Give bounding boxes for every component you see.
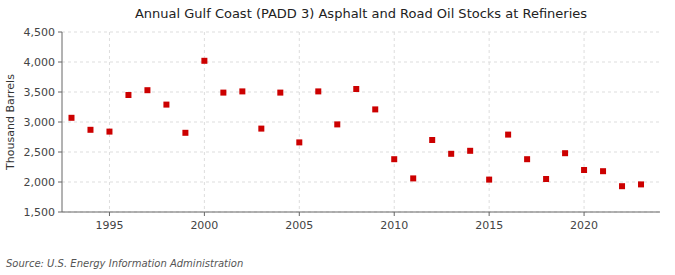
x-tick xyxy=(584,212,585,216)
point xyxy=(125,92,131,98)
title: Annual Gulf Coast (PADD 3) Asphalt and R… xyxy=(135,6,587,21)
point xyxy=(68,115,74,121)
x-tick xyxy=(109,212,110,216)
y-tick xyxy=(58,122,62,123)
point xyxy=(562,150,568,156)
x-tick-label: 2000 xyxy=(190,219,218,232)
point xyxy=(277,90,283,96)
x-grid-line xyxy=(394,32,395,212)
y-tick-label: 2,000 xyxy=(24,176,56,189)
y-grid-line xyxy=(62,92,660,93)
point xyxy=(372,106,378,112)
chart: Annual Gulf Coast (PADD 3) Asphalt and R… xyxy=(0,0,675,275)
x-tick xyxy=(204,212,205,216)
y-tick xyxy=(58,62,62,63)
x-tick-label: 2010 xyxy=(380,219,408,232)
point xyxy=(410,175,416,181)
x-tick-label: 2020 xyxy=(570,219,598,232)
x-tick xyxy=(394,212,395,216)
point xyxy=(391,156,397,162)
x-tick-label: 1995 xyxy=(95,219,123,232)
point xyxy=(467,148,473,154)
y-grid-line xyxy=(62,152,660,153)
point xyxy=(163,102,169,108)
grid xyxy=(62,32,660,212)
y-tick-label: 3,000 xyxy=(24,116,56,129)
chart-container: Annual Gulf Coast (PADD 3) Asphalt and R… xyxy=(0,0,675,275)
x-tick xyxy=(299,212,300,216)
y-grid-line xyxy=(62,62,660,63)
point xyxy=(258,126,264,132)
point xyxy=(220,90,226,96)
y-tick xyxy=(58,152,62,153)
point xyxy=(524,156,530,162)
y-tick xyxy=(58,212,62,213)
x-axis-line xyxy=(62,212,660,213)
y-tick xyxy=(58,182,62,183)
point xyxy=(144,87,150,93)
x-grid-line xyxy=(584,32,585,212)
data-points xyxy=(68,58,644,189)
point xyxy=(353,86,359,92)
point xyxy=(638,181,644,187)
point xyxy=(315,88,321,94)
y-grid-line xyxy=(62,212,660,213)
y-grid-line xyxy=(62,122,660,123)
x-grid-line xyxy=(299,32,300,212)
x-tick-label: 2005 xyxy=(285,219,313,232)
point xyxy=(600,168,606,174)
y-tick xyxy=(58,92,62,93)
y-tick-label: 4,000 xyxy=(24,56,56,69)
point xyxy=(87,127,93,133)
point xyxy=(334,121,340,127)
point xyxy=(296,139,302,145)
point xyxy=(619,183,625,189)
y-grid-line xyxy=(62,182,660,183)
point xyxy=(543,176,549,182)
y-tick-label: 2,500 xyxy=(24,146,56,159)
y-axis-label: Thousand Barrels xyxy=(4,74,17,171)
axes: 1,500 2,000 2,500 3,000 3,500 4,000 4,500 1995 2… xyxy=(24,26,661,232)
y-tick xyxy=(58,32,62,33)
source-note: Source: U.S. Energy Information Administ… xyxy=(6,258,243,269)
x-tick xyxy=(489,212,490,216)
y-tick-label: 1,500 xyxy=(24,206,56,219)
point xyxy=(448,151,454,157)
point xyxy=(182,130,188,136)
point xyxy=(106,129,112,135)
x-grid-line xyxy=(489,32,490,212)
point xyxy=(581,167,587,173)
y-axis-line xyxy=(62,32,63,212)
y-tick-label: 4,500 xyxy=(24,26,56,39)
x-grid-line xyxy=(109,32,110,212)
point xyxy=(486,177,492,183)
y-grid-line xyxy=(62,32,660,33)
point xyxy=(201,58,207,64)
y-tick-label: 3,500 xyxy=(24,86,56,99)
point xyxy=(429,137,435,143)
point xyxy=(505,132,511,138)
point xyxy=(239,88,245,94)
x-tick-label: 2015 xyxy=(475,219,503,232)
